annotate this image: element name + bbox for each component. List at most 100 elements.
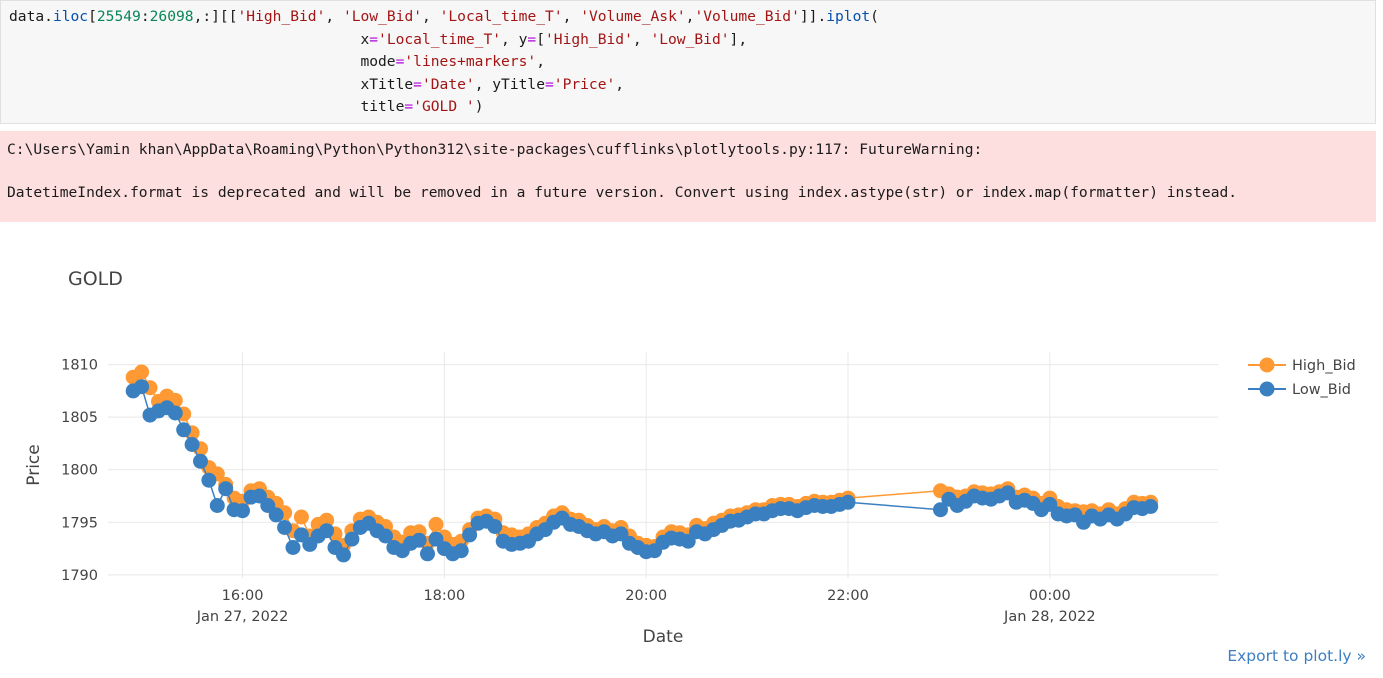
y-tick-label: 1790 bbox=[61, 568, 98, 584]
x-tick-label: 00:00 bbox=[1029, 588, 1071, 604]
data-point bbox=[218, 481, 234, 497]
legend-label: Low_Bid bbox=[1292, 382, 1351, 398]
code-line: mode='lines+markers', bbox=[9, 51, 1375, 74]
data-point bbox=[336, 547, 351, 563]
data-point bbox=[176, 422, 192, 438]
code-token: , bbox=[536, 53, 545, 70]
code-token: iloc bbox=[52, 8, 89, 25]
warning-spacer bbox=[7, 161, 1376, 183]
data-point bbox=[319, 512, 335, 528]
code-token: 'Local_time_T' bbox=[439, 8, 563, 25]
code-token: ( bbox=[870, 8, 879, 25]
data-point bbox=[428, 516, 444, 532]
code-token: = bbox=[413, 75, 422, 93]
code-token: 'Local_time_T' bbox=[378, 30, 502, 48]
code-line: xTitle='Date', yTitle='Price', bbox=[9, 74, 1375, 97]
warning-output: C:\Users\Yamin khan\AppData\Roaming\Pyth… bbox=[0, 131, 1376, 222]
x-tick-label: 20:00 bbox=[625, 588, 667, 604]
x-tick-date-label: Jan 27, 2022 bbox=[196, 609, 289, 625]
code-token: ,:][[ bbox=[193, 8, 238, 25]
y-tick-label: 1805 bbox=[61, 410, 98, 426]
code-token: title bbox=[9, 98, 405, 115]
code-token: 26098 bbox=[149, 8, 194, 25]
code-line: data.iloc[25549:26098,:][['High_Bid', 'L… bbox=[9, 6, 1375, 29]
y-tick-label: 1800 bbox=[61, 463, 98, 479]
code-token: ], bbox=[729, 30, 748, 48]
legend-label: High_Bid bbox=[1292, 358, 1356, 374]
code-block[interactable]: data.iloc[25549:26098,:][['High_Bid', 'L… bbox=[1, 1, 1375, 119]
code-token: ) bbox=[474, 98, 484, 115]
code-token: , yTitle bbox=[474, 75, 545, 93]
code-token: = bbox=[527, 30, 537, 48]
code-token: ]]. bbox=[799, 8, 827, 25]
chart-output: 1790 1795 1800 1805 1810 16:00 Jan 27, 2022 18:… bbox=[0, 222, 1376, 678]
code-token: [ bbox=[88, 8, 97, 25]
data-point bbox=[840, 494, 856, 510]
code-token: x bbox=[9, 30, 370, 48]
legend-item-low-bid[interactable]: Low_Bid bbox=[1248, 381, 1351, 399]
code-token: , bbox=[632, 30, 651, 48]
code-token: , bbox=[685, 8, 695, 25]
code-token: 'High_Bid' bbox=[237, 8, 326, 25]
code-token: 'Low_Bid' bbox=[650, 30, 730, 48]
code-cell[interactable]: data.iloc[25549:26098,:][['High_Bid', 'L… bbox=[0, 0, 1376, 124]
x-tick-label: 16:00 bbox=[222, 588, 264, 604]
data-point bbox=[487, 519, 503, 534]
y-tick-label: 1795 bbox=[61, 515, 98, 531]
code-token: 'High_Bid' bbox=[545, 30, 633, 48]
y-axis-title: Price bbox=[24, 444, 44, 485]
code-token: , bbox=[615, 75, 625, 93]
series-low-bid bbox=[125, 379, 1159, 563]
code-line: x='Local_time_T', y=['High_Bid', 'Low_Bi… bbox=[9, 29, 1375, 52]
x-axis-title: Date bbox=[643, 627, 684, 647]
data-point bbox=[378, 528, 393, 544]
warning-path-line: C:\Users\Yamin khan\AppData\Roaming\Pyth… bbox=[7, 141, 983, 158]
legend-swatch-marker bbox=[1259, 381, 1275, 397]
data-point bbox=[193, 453, 208, 469]
code-token: xTitle bbox=[9, 75, 414, 93]
code-token: = bbox=[369, 30, 379, 48]
data-point bbox=[201, 472, 217, 488]
chart-title: GOLD bbox=[68, 268, 123, 290]
code-token: = bbox=[404, 98, 414, 115]
data-point bbox=[462, 527, 478, 543]
code-token: data. bbox=[9, 8, 53, 25]
code-token: 'Price' bbox=[553, 75, 616, 93]
code-token: , bbox=[325, 8, 343, 25]
code-token: , bbox=[422, 8, 440, 25]
x-tick-label: 18:00 bbox=[423, 588, 465, 604]
code-token: , y bbox=[501, 30, 528, 48]
data-point bbox=[420, 546, 435, 562]
code-token: , bbox=[562, 8, 581, 25]
legend-item-high-bid[interactable]: High_Bid bbox=[1248, 357, 1356, 375]
data-point bbox=[167, 405, 183, 421]
data-point bbox=[268, 507, 284, 523]
code-token: 'Volume_Ask' bbox=[580, 8, 686, 25]
data-point bbox=[319, 523, 335, 539]
data-point bbox=[134, 379, 150, 395]
data-point bbox=[344, 531, 360, 547]
code-token: mode bbox=[9, 53, 396, 70]
code-token: 'lines+markers' bbox=[404, 53, 537, 70]
code-token: 'Date' bbox=[421, 75, 475, 93]
code-token: iplot bbox=[826, 8, 871, 25]
code-token: = bbox=[395, 53, 405, 70]
data-point bbox=[411, 532, 427, 548]
data-point bbox=[209, 498, 225, 513]
data-point bbox=[235, 503, 250, 519]
code-token: 'Low_Bid' bbox=[342, 8, 423, 25]
data-point bbox=[134, 364, 150, 380]
code-token: 'Volume_Bid' bbox=[694, 8, 800, 25]
code-token: 25549 bbox=[96, 8, 141, 25]
gold-chart[interactable]: 1790 1795 1800 1805 1810 16:00 Jan 27, 2022 18:… bbox=[0, 222, 1376, 678]
data-point bbox=[277, 520, 293, 535]
export-to-plotly-link[interactable]: Export to plot.ly » bbox=[1227, 647, 1366, 665]
y-tick-label: 1810 bbox=[61, 358, 98, 374]
data-point bbox=[1143, 499, 1159, 514]
code-line: title='GOLD ') bbox=[9, 96, 1375, 119]
legend-swatch-marker bbox=[1259, 357, 1275, 373]
x-tick-label: 22:00 bbox=[827, 588, 869, 604]
data-point bbox=[285, 540, 301, 555]
code-token: [ bbox=[536, 30, 545, 48]
code-token: = bbox=[544, 75, 554, 93]
